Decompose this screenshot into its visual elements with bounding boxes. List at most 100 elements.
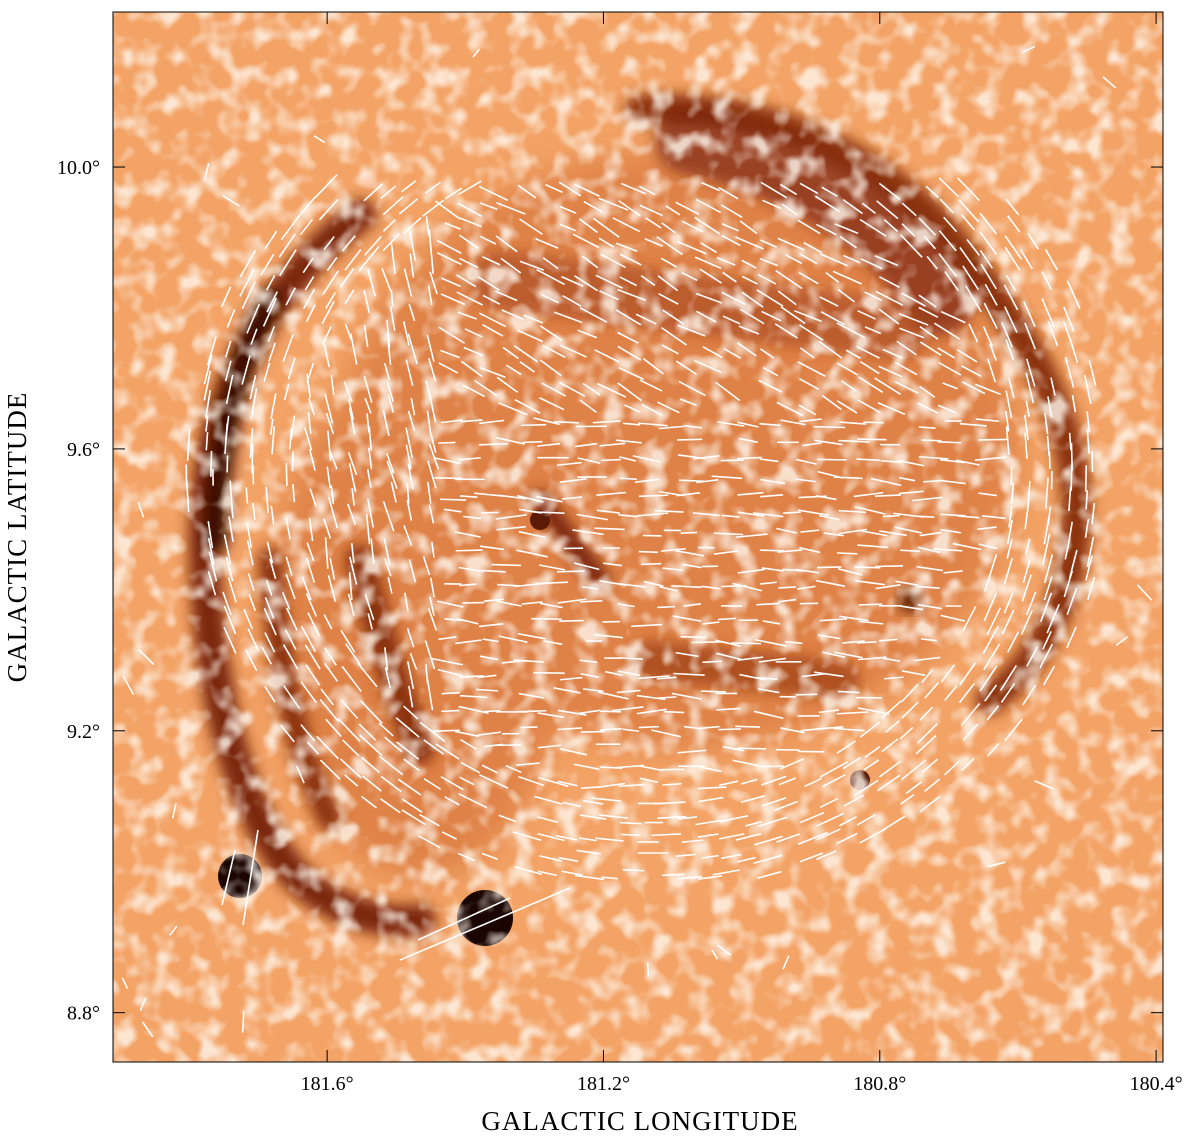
vector <box>1062 320 1072 342</box>
vector <box>753 854 783 865</box>
vector <box>322 270 340 295</box>
vector <box>675 360 698 376</box>
vector <box>1022 559 1031 584</box>
vector <box>620 182 647 195</box>
vector <box>382 219 396 232</box>
vector <box>481 852 499 861</box>
vector <box>864 291 883 302</box>
x-tick-label: 181.6° <box>301 1073 354 1095</box>
vector <box>1084 519 1090 538</box>
vector <box>863 759 880 771</box>
vector <box>402 705 419 720</box>
vector <box>882 657 901 662</box>
vector <box>545 183 563 194</box>
vector <box>615 439 642 444</box>
vector <box>329 557 336 580</box>
vector <box>431 657 463 666</box>
vector <box>797 509 829 517</box>
vector <box>574 874 605 881</box>
vector <box>1023 301 1036 328</box>
vector <box>226 308 236 328</box>
vector <box>619 253 642 266</box>
vector <box>780 727 805 734</box>
vector <box>1044 248 1059 271</box>
vector <box>814 439 843 446</box>
vector <box>269 558 277 580</box>
vector <box>426 678 434 711</box>
vector <box>323 518 332 539</box>
vector <box>1136 584 1153 601</box>
vector <box>734 236 764 250</box>
vector <box>794 309 822 323</box>
vector <box>348 407 356 435</box>
vector <box>454 531 481 538</box>
vector <box>575 442 598 448</box>
vector <box>683 424 703 429</box>
vector <box>894 381 919 394</box>
vector <box>559 205 577 214</box>
vector <box>979 249 993 269</box>
vector <box>898 476 916 482</box>
vector <box>836 362 859 376</box>
vector <box>360 795 378 809</box>
vector <box>405 359 414 386</box>
vector <box>860 360 880 375</box>
vector <box>577 329 598 339</box>
vector <box>463 515 482 520</box>
x-tick-label: 180.8° <box>853 1073 906 1095</box>
vector <box>741 259 757 269</box>
vector <box>224 340 232 358</box>
vector <box>270 505 275 525</box>
vector <box>367 498 375 528</box>
vector <box>785 253 803 265</box>
vector <box>1003 592 1014 614</box>
vector <box>287 357 296 380</box>
vector <box>456 274 477 288</box>
vector <box>965 285 982 313</box>
vector <box>518 530 546 539</box>
vector <box>295 765 305 784</box>
vector <box>1041 271 1053 290</box>
vector <box>429 243 434 274</box>
vector <box>677 816 698 820</box>
vector <box>482 294 501 305</box>
vector <box>364 593 375 621</box>
vector <box>617 603 635 608</box>
vector <box>282 644 299 670</box>
polarization-vectors <box>121 45 1153 1038</box>
vector <box>350 333 358 365</box>
vector <box>418 835 441 849</box>
vector <box>901 223 916 237</box>
vector <box>472 48 481 58</box>
vector <box>538 776 569 788</box>
vector <box>853 779 879 797</box>
vector <box>1068 521 1073 542</box>
vector <box>918 426 936 429</box>
vector <box>878 760 902 778</box>
vector <box>263 362 271 382</box>
vector <box>615 764 644 769</box>
vector <box>206 336 217 366</box>
vector <box>1039 592 1053 622</box>
vector <box>821 394 842 411</box>
vector <box>802 441 822 447</box>
vector <box>593 633 624 639</box>
vector <box>516 329 544 343</box>
vector <box>300 626 317 653</box>
vector <box>557 780 578 787</box>
vector <box>777 290 797 306</box>
vector <box>203 163 210 181</box>
vector <box>592 420 621 424</box>
vector <box>537 712 564 719</box>
vector <box>304 644 321 670</box>
vector <box>618 514 638 518</box>
vector <box>982 625 1000 654</box>
vector <box>325 291 337 309</box>
vector <box>716 256 736 266</box>
vector <box>348 398 355 420</box>
vector <box>325 412 335 435</box>
vector <box>444 796 460 806</box>
vector <box>248 593 256 612</box>
vector <box>314 174 338 198</box>
vector <box>436 239 462 254</box>
